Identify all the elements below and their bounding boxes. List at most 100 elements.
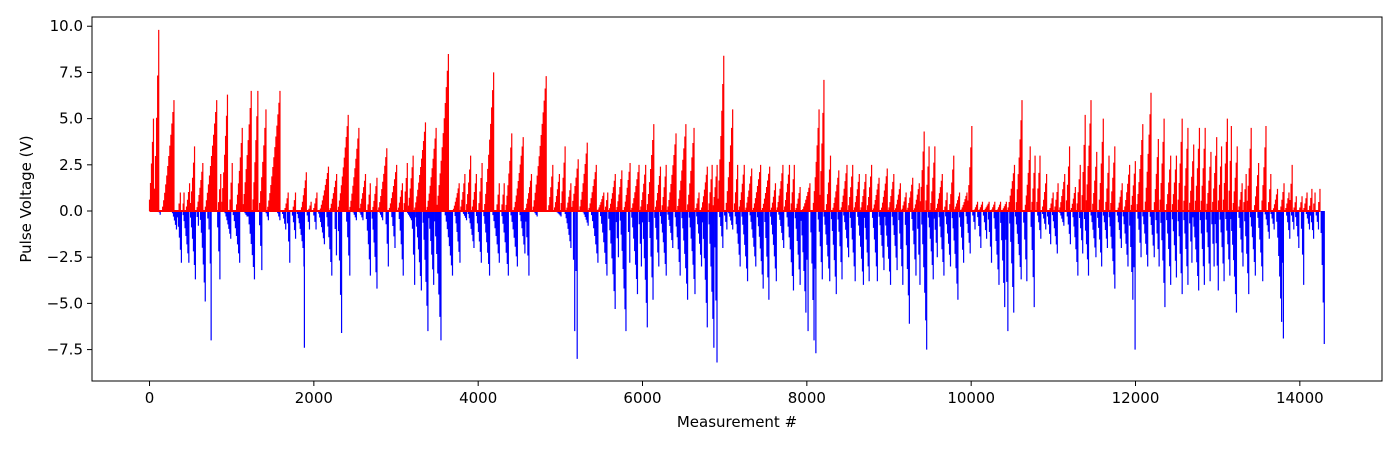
negative-pulse-ramp — [857, 211, 865, 285]
negative-pulse-ramp — [1219, 211, 1225, 282]
negative-pulse-ramp — [1037, 211, 1042, 239]
negative-pulse-ramp — [247, 211, 256, 280]
positive-pulse-ramp — [881, 168, 888, 212]
negative-pulse-ramp — [196, 211, 199, 226]
positive-pulse-ramp — [745, 168, 753, 212]
y-tick-label: 7.5 — [59, 63, 83, 81]
negative-pulse-ramp — [674, 211, 681, 276]
negative-pulse-ramp — [972, 211, 976, 230]
negative-pulse-ramp — [1205, 211, 1211, 282]
negative-pulse-ramp — [1137, 211, 1142, 258]
positive-pulse-ramp — [553, 174, 560, 212]
negative-pulse-ramp — [1133, 211, 1136, 350]
y-tick-label: 10.0 — [50, 17, 83, 35]
positive-pulse-ramp — [397, 183, 404, 212]
positive-pulse-ramp — [901, 192, 907, 212]
negative-pulse-ramp — [190, 211, 196, 280]
negative-pulse-ramp — [1072, 211, 1079, 276]
positive-pulse-ramp — [840, 164, 848, 212]
positive-pulse-ramp — [616, 170, 623, 212]
positive-pulse-ramp — [1098, 118, 1104, 212]
negative-pulse-ramp — [1225, 211, 1231, 276]
positive-pulse-ramp — [403, 162, 408, 212]
positive-pulse-ramp — [1222, 118, 1228, 212]
negative-pulse-ramp — [1214, 211, 1219, 291]
x-tick-label: 2000 — [295, 389, 333, 407]
positive-pulse-ramp — [1268, 174, 1272, 212]
negative-pulse-ramp — [724, 211, 728, 230]
positive-pulse-ramp — [1299, 196, 1303, 212]
negative-pulse-ramp — [770, 211, 777, 282]
negative-pulse-ramp — [1149, 211, 1155, 258]
negative-pulse-ramp — [1276, 211, 1283, 322]
positive-pulse-ramp — [229, 162, 233, 212]
positive-pulse-ramp — [848, 164, 854, 212]
negative-pulse-ramp — [1122, 211, 1129, 267]
negative-pulse-ramp — [830, 211, 837, 295]
negative-pulse-ramp — [648, 211, 654, 300]
positive-pulse-ramp — [1254, 162, 1260, 212]
negative-pulse-ramp — [1005, 211, 1009, 332]
positive-pulse-ramp — [525, 174, 533, 212]
positive-pulse-ramp — [414, 122, 427, 212]
positive-pulse-ramp — [761, 166, 771, 212]
negative-pulse-ramp — [778, 211, 785, 248]
positive-pulse-ramp — [667, 133, 677, 212]
negative-pulse-ramp — [688, 211, 696, 295]
positive-pulse-ramp — [162, 100, 175, 212]
negative-pulse-ramp — [987, 211, 993, 263]
positive-pulse-ramp — [505, 133, 513, 212]
y-axis: −7.5 −5.0 −2.5 0.0 2.5 5.0 7.5 10.0 — [47, 17, 92, 359]
negative-pulse-ramp — [277, 211, 281, 221]
positive-pulse-ramp — [313, 192, 318, 212]
positive-pulse-ramp — [1049, 192, 1054, 212]
negative-pulse-ramp — [334, 211, 338, 256]
negative-pulse-ramp — [794, 211, 801, 285]
negative-pulse-ramp — [1066, 211, 1071, 245]
positive-pulse-ramp — [1144, 92, 1152, 212]
negative-pulse-ramp — [701, 211, 708, 328]
x-axis-label: Measurement # — [677, 413, 797, 431]
positive-pulse-ramp — [1024, 146, 1031, 212]
positive-pulse-ramp — [894, 183, 901, 212]
negative-pulse-ramp — [1160, 211, 1166, 308]
negative-pulse-ramp — [800, 211, 807, 313]
negative-pulse-ramp — [1249, 211, 1256, 276]
positive-pulse-ramp — [242, 90, 252, 212]
positive-pulse-ramp — [930, 146, 936, 212]
negative-pulse-ramp — [337, 211, 343, 333]
negative-pulse-ramp — [982, 211, 988, 239]
negative-pulse-ramp — [600, 211, 608, 276]
negative-pulse-ramp — [927, 211, 934, 280]
positive-pulse-ramp — [190, 146, 196, 212]
positive-pulse-ramp — [359, 174, 367, 212]
negative-pulse-ramp — [933, 211, 938, 258]
positive-pulse-ramp — [1246, 127, 1252, 212]
negative-pulse-ramp — [352, 211, 357, 221]
positive-pulse-ramp — [1130, 161, 1136, 212]
positive-pulse-ramp — [913, 183, 920, 212]
x-tick-label: 12000 — [1112, 389, 1160, 407]
negative-pulse-ramp — [993, 211, 1000, 285]
positive-pulse-ramp — [349, 127, 360, 212]
negative-pulse-ramp — [378, 211, 384, 221]
negative-pulse-ramp — [728, 211, 734, 230]
negative-pulse-bars — [158, 211, 1325, 363]
negative-pulse-ramp — [741, 211, 749, 282]
positive-pulse-ramp — [471, 174, 477, 212]
negative-pulse-ramp — [714, 211, 718, 363]
negative-pulse-ramp — [1155, 211, 1160, 267]
negative-pulse-ramp — [938, 211, 945, 276]
negative-pulse-ramp — [608, 211, 616, 309]
negative-pulse-ramp — [428, 211, 435, 285]
positive-pulse-ramp — [1177, 118, 1183, 212]
positive-pulse-ramp — [1007, 164, 1016, 212]
negative-pulse-ramp — [1244, 211, 1250, 295]
negative-pulse-ramp — [365, 211, 371, 276]
negative-pulse-ramp — [1166, 211, 1172, 285]
negative-pulse-ramp — [318, 211, 326, 245]
negative-pulse-ramp — [945, 211, 952, 267]
positive-pulse-ramp — [588, 164, 597, 212]
positive-pulse-ramp — [1153, 138, 1159, 212]
negative-pulse-ramp — [391, 211, 396, 248]
